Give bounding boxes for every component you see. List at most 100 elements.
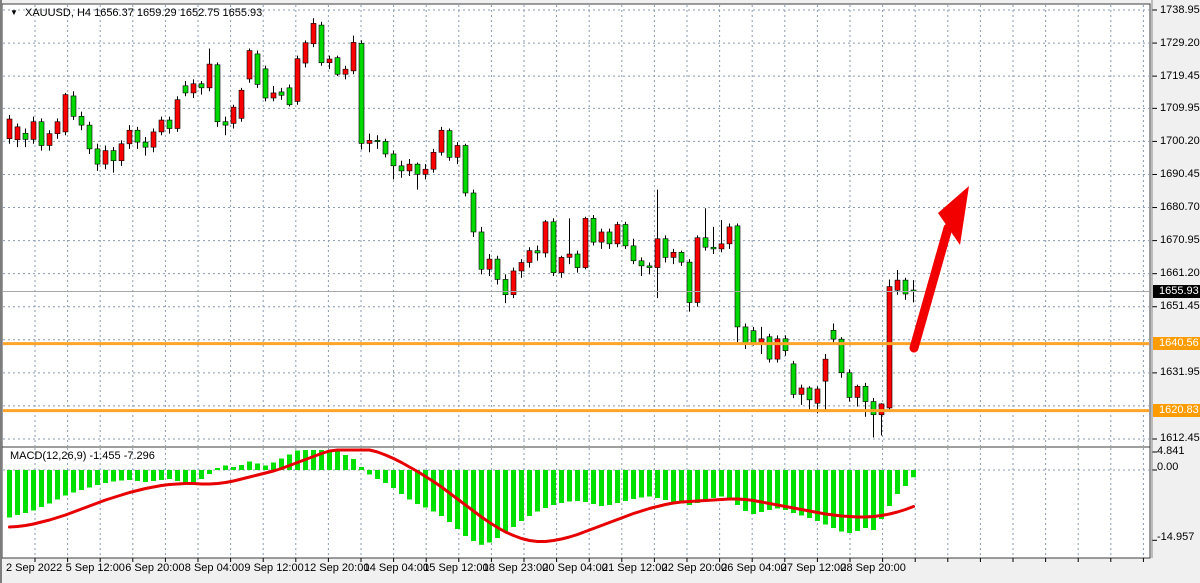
candle-body xyxy=(38,121,45,146)
candle-body xyxy=(398,165,405,172)
macd-bar xyxy=(15,470,20,515)
price-axis-label: 1700.20 xyxy=(1160,134,1200,147)
candle-body xyxy=(222,121,229,126)
candle-body xyxy=(294,58,301,102)
support-resistance-lines[interactable] xyxy=(3,342,1149,413)
macd-bar xyxy=(159,470,164,480)
macd-bar xyxy=(759,470,764,512)
symbol-dropdown-icon[interactable]: ▼ xyxy=(10,8,18,17)
macd-bar xyxy=(199,470,204,479)
candle-body xyxy=(710,246,717,250)
candle-body xyxy=(598,231,605,243)
macd-bar xyxy=(775,470,780,509)
candle-body xyxy=(662,238,669,258)
macd-bar xyxy=(223,465,228,470)
candle-body xyxy=(582,218,589,268)
macd-bar xyxy=(319,450,324,470)
candle-body xyxy=(790,363,797,395)
macd-bar xyxy=(495,470,500,538)
candle-body xyxy=(846,372,853,398)
candle-body xyxy=(302,42,309,64)
candle-body xyxy=(718,243,725,250)
macd-bar xyxy=(7,470,12,518)
macd-bar xyxy=(295,450,300,470)
macd-bar xyxy=(407,470,412,500)
macd-bar xyxy=(103,470,108,483)
macd-bar xyxy=(143,470,148,482)
macd-bar xyxy=(911,470,916,478)
macd-bar xyxy=(351,459,356,470)
macd-bar xyxy=(239,465,244,470)
candle-body xyxy=(894,279,901,291)
macd-axis-label: 0.00 xyxy=(1157,461,1179,473)
macd-bar xyxy=(655,470,660,498)
macd-bar xyxy=(359,467,364,470)
candle-body xyxy=(46,133,53,146)
macd-bar xyxy=(855,470,860,531)
macd-bar xyxy=(735,470,740,505)
macd-bar xyxy=(583,470,588,502)
candle-body xyxy=(446,130,453,158)
candle-body xyxy=(118,143,125,162)
macd-bar xyxy=(175,470,180,481)
candle-body xyxy=(886,286,893,409)
symbol-info-line: ▼ XAUUSD, H4 1656.37 1659.29 1652.75 165… xyxy=(10,7,262,19)
macd-subwindow[interactable] xyxy=(2,446,1151,559)
candle-body xyxy=(22,132,29,140)
level-price-badge[interactable]: 1620.83 xyxy=(1153,404,1200,418)
candle-body xyxy=(510,270,517,295)
macd-bar xyxy=(215,468,220,470)
level-price-badge[interactable]: 1640.56 xyxy=(1153,337,1200,351)
candle-body xyxy=(230,106,237,124)
candle-body xyxy=(486,258,493,270)
macd-bar xyxy=(447,470,452,522)
macd-bar xyxy=(743,470,748,511)
candle-body xyxy=(30,121,37,140)
macd-bar xyxy=(599,470,604,506)
candle-body xyxy=(558,257,565,273)
price-axis-label: 1709.95 xyxy=(1160,101,1200,114)
candle-body xyxy=(454,145,461,158)
macd-bar xyxy=(39,470,44,507)
macd-bar xyxy=(183,470,188,483)
bullish-arrow-annotation[interactable] xyxy=(909,186,969,353)
candle-body xyxy=(670,252,677,258)
time-axis-label: 22 Sep 20:00 xyxy=(661,562,728,574)
macd-bar xyxy=(335,450,340,470)
macd-bar xyxy=(623,470,628,501)
macd-bar xyxy=(703,470,708,500)
candle-body xyxy=(702,237,709,248)
price-panel[interactable] xyxy=(2,3,1151,448)
candle-body xyxy=(238,89,245,119)
candle-body xyxy=(542,221,549,254)
macd-bar xyxy=(151,470,156,481)
candle-body xyxy=(78,116,85,126)
candle-body xyxy=(806,387,813,401)
candle-body xyxy=(358,43,365,144)
candle-body xyxy=(862,385,869,402)
macd-bar xyxy=(287,454,292,470)
candle-body xyxy=(134,129,141,143)
candle-body xyxy=(406,163,413,172)
candle-body xyxy=(126,129,133,145)
macd-bar xyxy=(639,470,644,498)
time-axis-label: 20 Sep 04:00 xyxy=(542,562,608,574)
price-axis-label: 1631.95 xyxy=(1160,366,1200,379)
candle-body xyxy=(366,140,373,144)
macd-bar xyxy=(127,470,132,480)
macd-bar xyxy=(535,470,540,512)
candle-body xyxy=(422,168,429,175)
candlestick-series xyxy=(6,18,917,438)
macd-bar xyxy=(79,470,84,490)
macd-bar xyxy=(343,455,348,470)
candle-body xyxy=(574,253,581,268)
candle-body xyxy=(286,87,293,106)
candle-body xyxy=(742,326,749,344)
macd-bar xyxy=(847,470,852,533)
macd-bar xyxy=(863,470,868,528)
candle-body xyxy=(774,338,781,360)
macd-indicator-label: MACD(12,26,9) -1.455 -7.296 xyxy=(10,450,155,462)
time-axis-label: 5 Sep 12:00 xyxy=(65,562,125,574)
candle-body xyxy=(62,94,69,133)
